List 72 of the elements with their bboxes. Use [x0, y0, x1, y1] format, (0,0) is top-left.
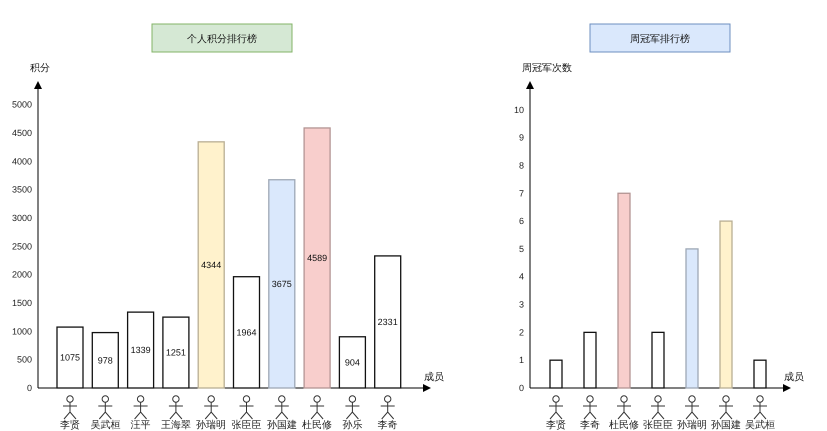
x-tick-label: 吴武桓	[90, 419, 120, 431]
x-tick-label: 李贤	[546, 419, 566, 431]
x-tick-label: 孙瑞明	[196, 419, 226, 431]
y-axis-title: 周冠军次数	[522, 63, 572, 74]
x-tick-label: 汪平	[130, 419, 151, 431]
data-label: 3675	[272, 278, 292, 289]
bar	[162, 316, 190, 389]
bar	[268, 179, 296, 389]
chart-title: 周冠军排行榜	[630, 33, 690, 45]
bar	[126, 311, 154, 389]
data-label: 1251	[166, 348, 186, 358]
y-tick-label: 3500	[12, 184, 32, 195]
bar	[617, 192, 631, 389]
y-tick-label: 10	[514, 104, 524, 115]
bar	[338, 336, 366, 389]
x-tick-label: 吴武桓	[745, 419, 775, 431]
y-tick-label: 1500	[12, 298, 32, 308]
y-tick-label: 0	[26, 383, 32, 393]
x-tick-label: 杜民修	[302, 419, 332, 431]
x-tick-label: 孙国建	[711, 419, 741, 431]
data-label: 978	[98, 355, 113, 366]
y-tick-label: 3000	[12, 213, 32, 223]
bar	[685, 248, 699, 389]
bar	[753, 360, 767, 389]
bar	[92, 332, 119, 389]
y-tick-label: 5000	[12, 100, 32, 110]
x-tick-label: 李奇	[580, 419, 600, 431]
y-axis-title: 积分	[30, 62, 50, 74]
y-tick-label: 2000	[12, 270, 32, 280]
x-tick-label: 杜民修	[609, 419, 639, 431]
x-tick-label: 张臣臣	[643, 419, 673, 431]
data-label: 1964	[236, 327, 257, 338]
data-label: 4344	[201, 260, 222, 270]
chart-title: 个人积分排行榜	[187, 33, 257, 45]
bar	[583, 332, 597, 389]
data-label: 1339	[130, 345, 151, 356]
bar	[56, 326, 84, 389]
x-axis-title: 成员	[424, 371, 444, 383]
x-tick-label: 孙乐	[342, 419, 362, 431]
x-tick-label: 李奇	[378, 419, 398, 431]
y-tick-label: 4500	[12, 128, 32, 138]
x-tick-label: 张臣臣	[232, 419, 262, 431]
y-tick-label: 6	[518, 216, 524, 226]
y-tick-label: 1000	[12, 326, 32, 336]
y-tick-label: 3	[518, 300, 524, 310]
bar	[719, 220, 733, 389]
y-tick-label: 0	[518, 383, 524, 393]
bar	[549, 360, 563, 389]
y-tick-label: 2	[518, 327, 524, 338]
bar	[232, 276, 260, 389]
y-tick-label: 7	[518, 188, 524, 198]
y-tick-label: 4	[518, 272, 524, 282]
x-tick-label: 孙瑞明	[677, 419, 707, 431]
x-tick-label: 孙国建	[266, 419, 297, 431]
y-tick-label: 8	[518, 160, 524, 170]
y-tick-label: 9	[518, 132, 524, 143]
x-tick-label: 王海翠	[160, 419, 191, 431]
data-label: 2331	[378, 316, 398, 327]
data-label: 4589	[307, 252, 328, 263]
data-label: 1075	[60, 352, 80, 363]
y-tick-label: 4000	[12, 156, 32, 166]
bar	[303, 127, 331, 389]
x-tick-label: 李贤	[60, 419, 80, 431]
bar	[651, 332, 665, 389]
y-tick-label: 5	[518, 244, 524, 254]
bar	[198, 141, 225, 389]
data-label: 904	[344, 357, 360, 368]
y-tick-label: 1	[518, 355, 524, 366]
y-tick-label: 500	[16, 354, 32, 365]
x-axis-title: 成员	[784, 371, 804, 383]
y-tick-label: 2500	[12, 241, 32, 252]
bar	[374, 255, 402, 389]
